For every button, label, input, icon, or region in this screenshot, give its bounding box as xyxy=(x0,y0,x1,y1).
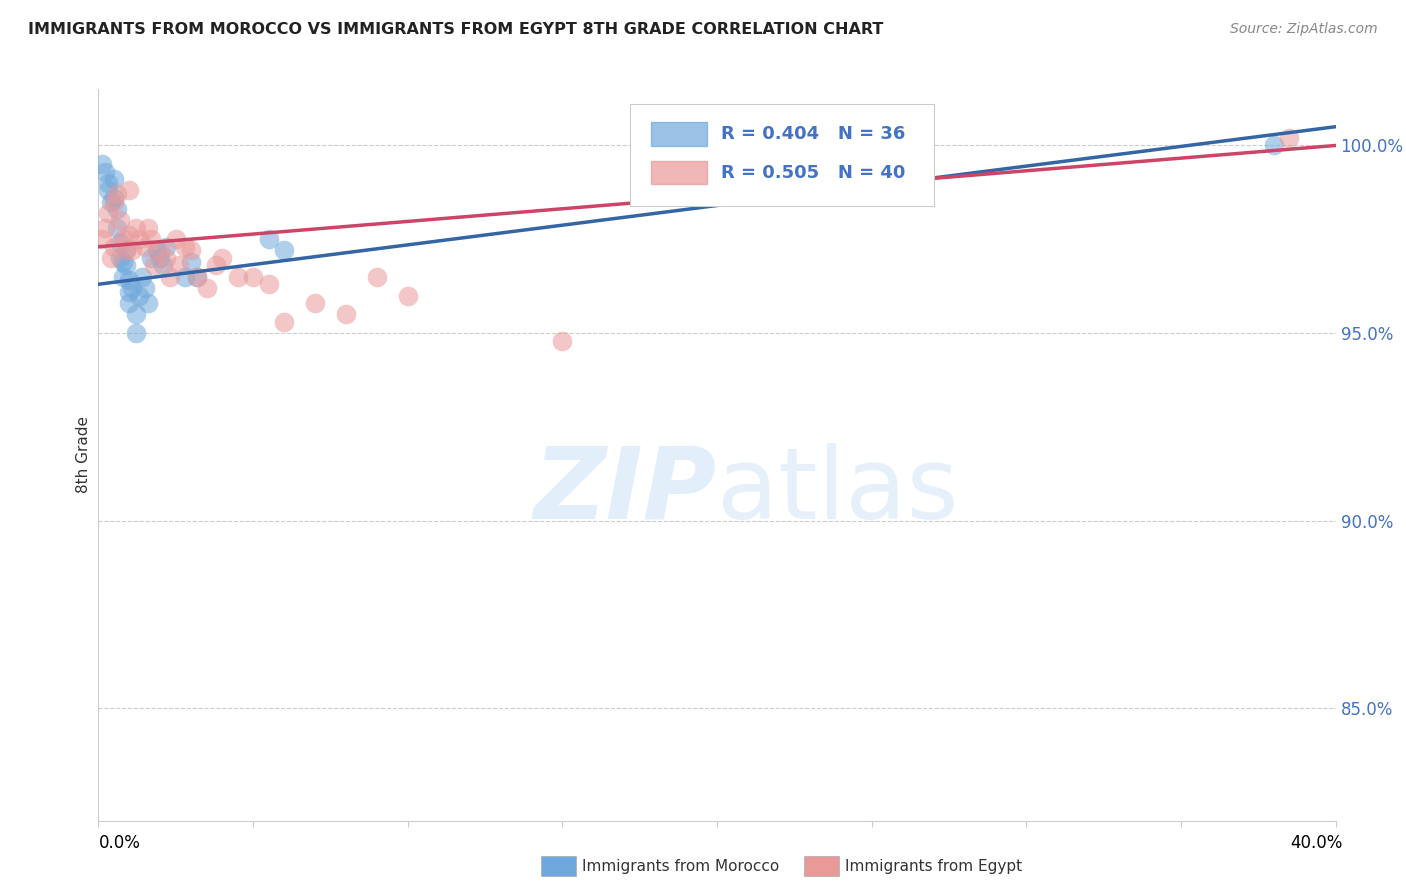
Bar xyxy=(651,122,707,145)
Point xyxy=(242,269,264,284)
Point xyxy=(128,288,150,302)
FancyBboxPatch shape xyxy=(630,103,934,206)
Point xyxy=(93,165,115,179)
Point xyxy=(105,202,128,217)
Point xyxy=(118,228,141,243)
Bar xyxy=(651,161,707,185)
Point xyxy=(1263,138,1285,153)
Point xyxy=(226,269,249,284)
Point xyxy=(149,244,172,258)
Point xyxy=(103,172,125,186)
Point xyxy=(134,240,156,254)
Point xyxy=(118,296,141,310)
Point xyxy=(257,277,280,292)
Point xyxy=(155,251,177,265)
Point xyxy=(128,232,150,246)
Point xyxy=(105,221,128,235)
Point xyxy=(131,269,153,284)
Point xyxy=(100,251,122,265)
Point xyxy=(118,273,141,287)
Point xyxy=(1278,131,1301,145)
Text: atlas: atlas xyxy=(717,443,959,540)
Point xyxy=(167,259,190,273)
Point xyxy=(211,251,233,265)
Text: R = 0.505   N = 40: R = 0.505 N = 40 xyxy=(721,163,905,182)
Point xyxy=(139,251,162,265)
Point xyxy=(118,285,141,299)
Point xyxy=(136,296,159,310)
Point xyxy=(159,269,181,284)
Point xyxy=(121,244,143,258)
Text: 40.0%: 40.0% xyxy=(1291,834,1343,852)
Point xyxy=(118,184,141,198)
Point xyxy=(273,315,295,329)
Text: 0.0%: 0.0% xyxy=(98,834,141,852)
Point xyxy=(90,232,112,246)
Point xyxy=(90,157,112,171)
Point xyxy=(273,244,295,258)
Point xyxy=(134,281,156,295)
Point xyxy=(103,240,125,254)
Text: ZIP: ZIP xyxy=(534,443,717,540)
Point xyxy=(121,281,143,295)
Point xyxy=(124,221,146,235)
Point xyxy=(155,240,177,254)
Text: Immigrants from Egypt: Immigrants from Egypt xyxy=(845,859,1022,873)
Point xyxy=(174,269,197,284)
Point xyxy=(97,184,120,198)
Point xyxy=(304,296,326,310)
Point xyxy=(108,213,131,227)
Point xyxy=(105,187,128,202)
Point xyxy=(257,232,280,246)
Point xyxy=(205,259,228,273)
Point xyxy=(174,240,197,254)
Point xyxy=(124,326,146,340)
Point xyxy=(396,288,419,302)
Point xyxy=(100,194,122,209)
Text: R = 0.404   N = 36: R = 0.404 N = 36 xyxy=(721,125,905,143)
Point xyxy=(103,191,125,205)
Point xyxy=(112,254,135,268)
Point xyxy=(180,244,202,258)
Point xyxy=(97,176,120,190)
Point xyxy=(124,307,146,321)
Point xyxy=(165,232,187,246)
Point xyxy=(152,259,174,273)
Text: IMMIGRANTS FROM MOROCCO VS IMMIGRANTS FROM EGYPT 8TH GRADE CORRELATION CHART: IMMIGRANTS FROM MOROCCO VS IMMIGRANTS FR… xyxy=(28,22,883,37)
Point xyxy=(108,251,131,265)
Point xyxy=(112,269,135,284)
Text: Immigrants from Morocco: Immigrants from Morocco xyxy=(582,859,779,873)
Point xyxy=(335,307,357,321)
Point xyxy=(112,232,135,246)
Point xyxy=(195,281,218,295)
Point xyxy=(136,221,159,235)
Point xyxy=(108,235,131,250)
Point xyxy=(186,269,208,284)
Y-axis label: 8th Grade: 8th Grade xyxy=(76,417,91,493)
Point xyxy=(186,269,208,284)
Point xyxy=(115,259,138,273)
Point xyxy=(366,269,388,284)
Point xyxy=(551,334,574,348)
Point xyxy=(146,244,169,258)
Point xyxy=(93,221,115,235)
Text: Source: ZipAtlas.com: Source: ZipAtlas.com xyxy=(1230,22,1378,37)
Point xyxy=(115,244,138,258)
Point xyxy=(97,206,120,220)
Point xyxy=(149,251,172,265)
Point xyxy=(115,244,138,258)
Point xyxy=(103,194,125,209)
Point xyxy=(180,254,202,268)
Point xyxy=(143,259,166,273)
Point xyxy=(139,232,162,246)
